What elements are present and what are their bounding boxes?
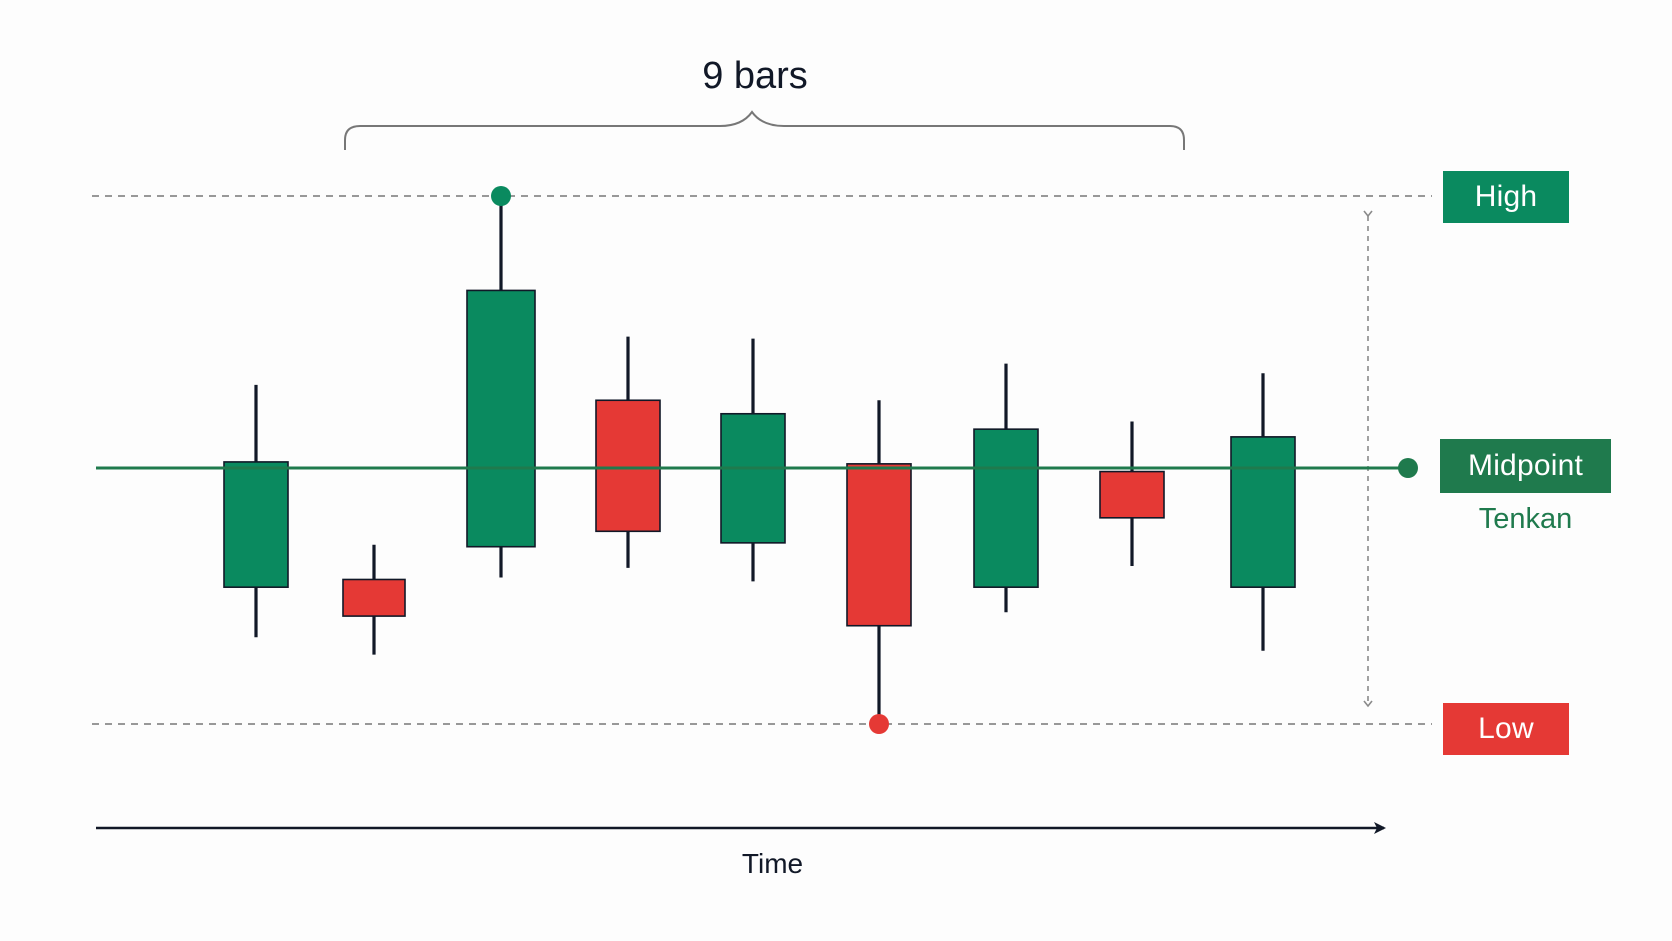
period-high-marker	[491, 186, 511, 206]
candlesticks	[223, 196, 1296, 724]
candle-4	[595, 336, 661, 568]
candle-5	[720, 338, 786, 582]
tenkan-label: Tenkan	[1478, 503, 1573, 535]
candle-6	[846, 400, 912, 724]
high-label-box: High	[1443, 171, 1569, 223]
bullish-candle-body	[1230, 436, 1296, 588]
period-low-marker	[869, 714, 889, 734]
candle-2	[342, 544, 406, 655]
midpoint-label-box: Midpoint	[1440, 439, 1611, 493]
candle-3	[466, 196, 536, 578]
bullish-candle-body	[720, 412, 786, 544]
bullish-candle-body	[223, 461, 289, 588]
nine-bars-label: 9 bars	[702, 55, 808, 97]
bearish-candle-body	[595, 399, 661, 533]
bullish-candle-body	[973, 428, 1039, 588]
candle-1	[223, 384, 289, 638]
candle-7	[973, 363, 1039, 613]
candle-8	[1099, 421, 1165, 566]
bearish-candle-body	[342, 578, 406, 617]
bearish-candle-body	[846, 463, 912, 627]
candle-9	[1230, 373, 1296, 651]
time-axis-label: Time	[741, 848, 804, 879]
bearish-candle-body	[1099, 470, 1165, 519]
nine-bar-bracket	[344, 110, 1185, 150]
midpoint-dot	[1398, 458, 1418, 478]
low-label-box: Low	[1443, 703, 1569, 755]
bullish-candle-body	[466, 289, 536, 548]
